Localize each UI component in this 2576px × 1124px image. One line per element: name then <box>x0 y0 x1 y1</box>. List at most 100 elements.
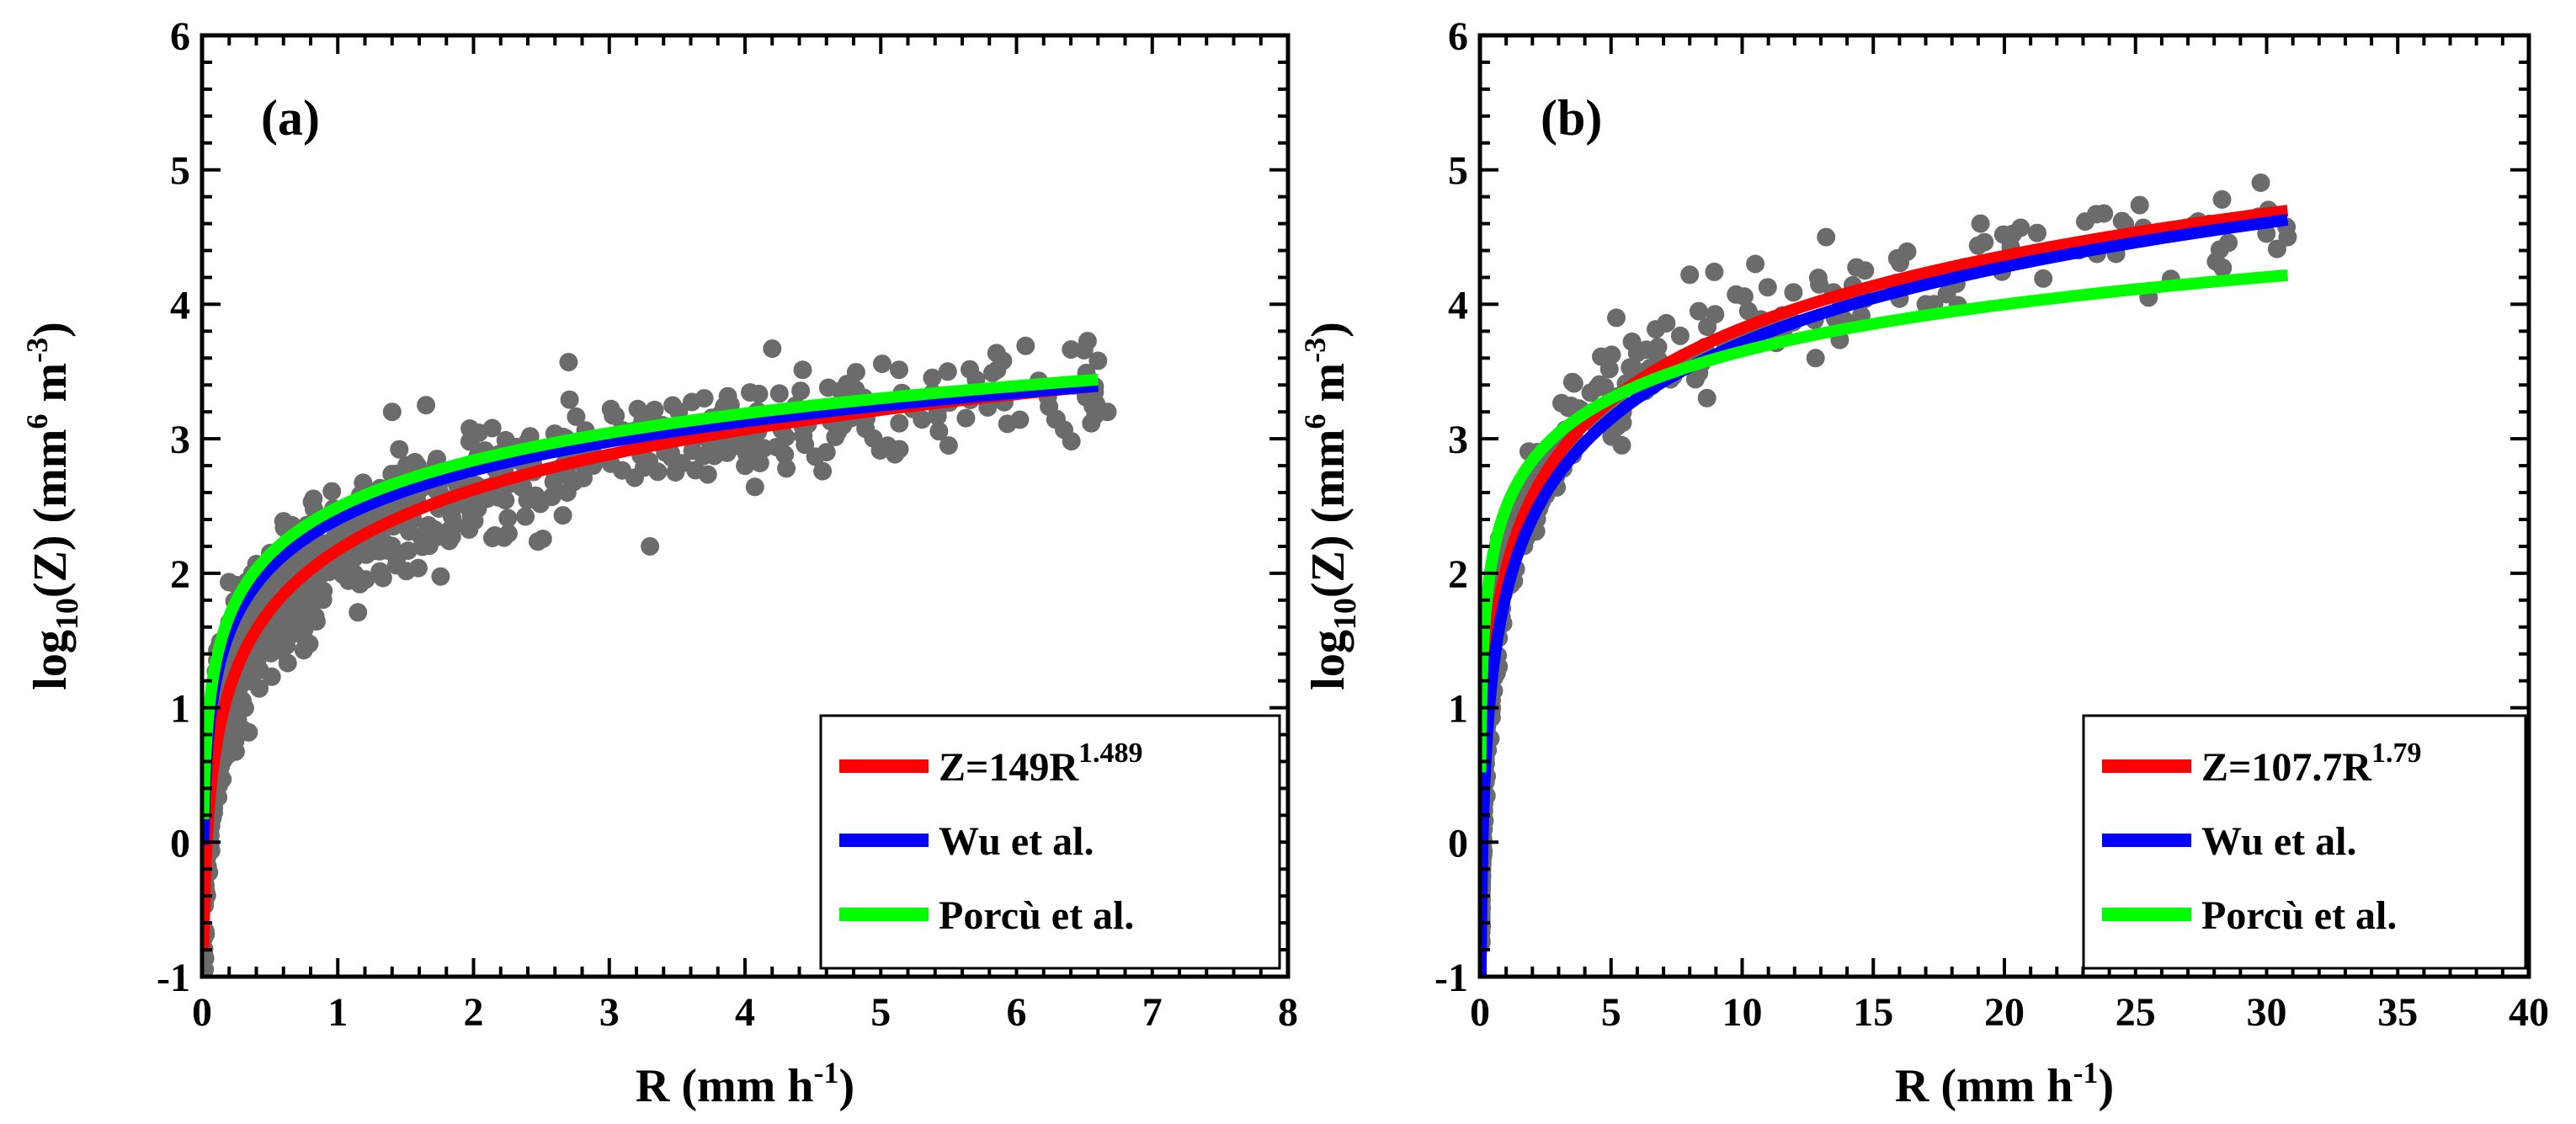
chart-panel-a-y-axis-title: log10(Z) (mm6 m-3) <box>20 322 85 690</box>
x-tick-label: 15 <box>1853 990 1893 1035</box>
scatter-point <box>398 541 418 560</box>
scatter-point <box>1599 360 1619 379</box>
scatter-point <box>542 487 562 507</box>
y-tick-label: 2 <box>170 552 190 597</box>
scatter-point <box>769 384 789 403</box>
scatter-point <box>2278 227 2297 247</box>
scatter-point <box>793 360 812 380</box>
scatter-point <box>2130 195 2149 215</box>
scatter-point <box>370 562 390 581</box>
scatter-point <box>2112 211 2132 231</box>
scatter-point <box>1562 372 1582 392</box>
scatter-point <box>698 465 717 484</box>
scatter-point <box>1010 410 1030 429</box>
scatter-point <box>872 354 891 374</box>
scatter-point <box>1971 214 1990 233</box>
scatter-point <box>559 353 578 372</box>
scatter-point <box>496 491 515 510</box>
scatter-point <box>2251 173 2270 192</box>
scatter-point <box>791 381 811 401</box>
y-tick-label: 5 <box>170 149 190 194</box>
scatter-point <box>890 413 909 433</box>
scatter-point <box>560 390 579 409</box>
scatter-point <box>250 679 269 698</box>
scatter-point <box>818 378 838 397</box>
scatter-point <box>496 430 515 450</box>
scatter-point <box>1689 301 1708 321</box>
chart-panel-b-legend: Z=107.7R1.79 Wu et al. Porcù et al. <box>2082 714 2527 970</box>
y-tick-label: -1 <box>157 956 190 1000</box>
scatter-point <box>1817 227 1836 247</box>
scatter-point <box>290 621 309 641</box>
y-tick-label: 3 <box>170 418 190 462</box>
x-tick-label: 6 <box>1007 990 1027 1035</box>
chart-panel-a-legend-entry-red: Z=149R1.489 <box>839 738 1143 790</box>
scatter-point <box>1607 308 1626 328</box>
series-line-red <box>202 380 1099 956</box>
scatter-point <box>2034 269 2053 288</box>
scatter-point <box>625 468 644 487</box>
chart-panel-b-y-axis-title: log10(Z) (mm6 m-3) <box>1298 322 1363 690</box>
scatter-point <box>745 477 764 497</box>
scatter-point <box>460 432 479 451</box>
y-tick-label: 0 <box>1448 821 1468 866</box>
scatter-point <box>956 408 976 428</box>
scatter-point <box>929 422 949 441</box>
chart-panel-a-label: (a) <box>261 90 320 146</box>
x-tick-label: 0 <box>192 990 212 1035</box>
scatter-point <box>737 445 756 463</box>
x-tick-label: 3 <box>599 990 620 1035</box>
scatter-point <box>2267 239 2286 258</box>
scatter-point <box>1746 254 1765 274</box>
chart-panel-b-legend-entry-blue: Wu et al. <box>2102 819 2356 864</box>
scatter-point <box>553 506 572 525</box>
x-tick-label: 8 <box>1278 990 1298 1035</box>
scatter-point <box>2028 223 2046 242</box>
scatter-point <box>296 546 316 565</box>
chart-panel-a-legend-label-green: Porcù et al. <box>939 893 1134 938</box>
scatter-point <box>354 473 373 493</box>
chart-panel-a-legend-label-blue: Wu et al. <box>939 819 1094 864</box>
scatter-point <box>1612 435 1631 455</box>
scatter-point <box>274 512 293 531</box>
scatter-point <box>1647 320 1665 339</box>
scatter-point <box>1680 265 1700 285</box>
scatter-point <box>533 530 552 548</box>
y-tick-label: 4 <box>1448 283 1468 328</box>
scatter-point <box>482 418 502 438</box>
scatter-point <box>564 472 583 492</box>
scatter-point <box>606 406 625 425</box>
scatter-point <box>890 360 908 380</box>
scatter-point <box>220 573 238 592</box>
scatter-point <box>278 653 297 673</box>
scatter-point <box>1706 305 1725 324</box>
scatter-point <box>694 446 713 466</box>
scatter-point <box>412 537 432 557</box>
scatter-point <box>338 554 358 573</box>
scatter-point <box>275 623 295 642</box>
scatter-point <box>796 435 815 455</box>
scatter-point <box>350 574 370 594</box>
scatter-point <box>913 410 932 429</box>
scatter-point <box>425 520 444 539</box>
scatter-point <box>460 520 479 539</box>
scatter-point <box>1088 351 1108 370</box>
scatter-point <box>2212 189 2232 209</box>
scatter-point <box>417 396 436 415</box>
scatter-point <box>516 507 535 526</box>
y-tick-label: -1 <box>1434 956 1468 1000</box>
scatter-point <box>294 641 313 660</box>
x-tick-label: 4 <box>735 990 755 1035</box>
scatter-point <box>1016 336 1035 355</box>
scatter-point <box>1758 278 1777 297</box>
chart-panel-a-x-axis-title: R (mm h-1) <box>636 1056 854 1112</box>
x-tick-label: 30 <box>2247 990 2287 1035</box>
scatter-point <box>1993 225 2013 244</box>
scatter-point <box>777 459 796 478</box>
scatter-point <box>1784 283 1803 302</box>
y-tick-label: 2 <box>1448 552 1468 597</box>
scatter-point <box>2087 205 2105 224</box>
